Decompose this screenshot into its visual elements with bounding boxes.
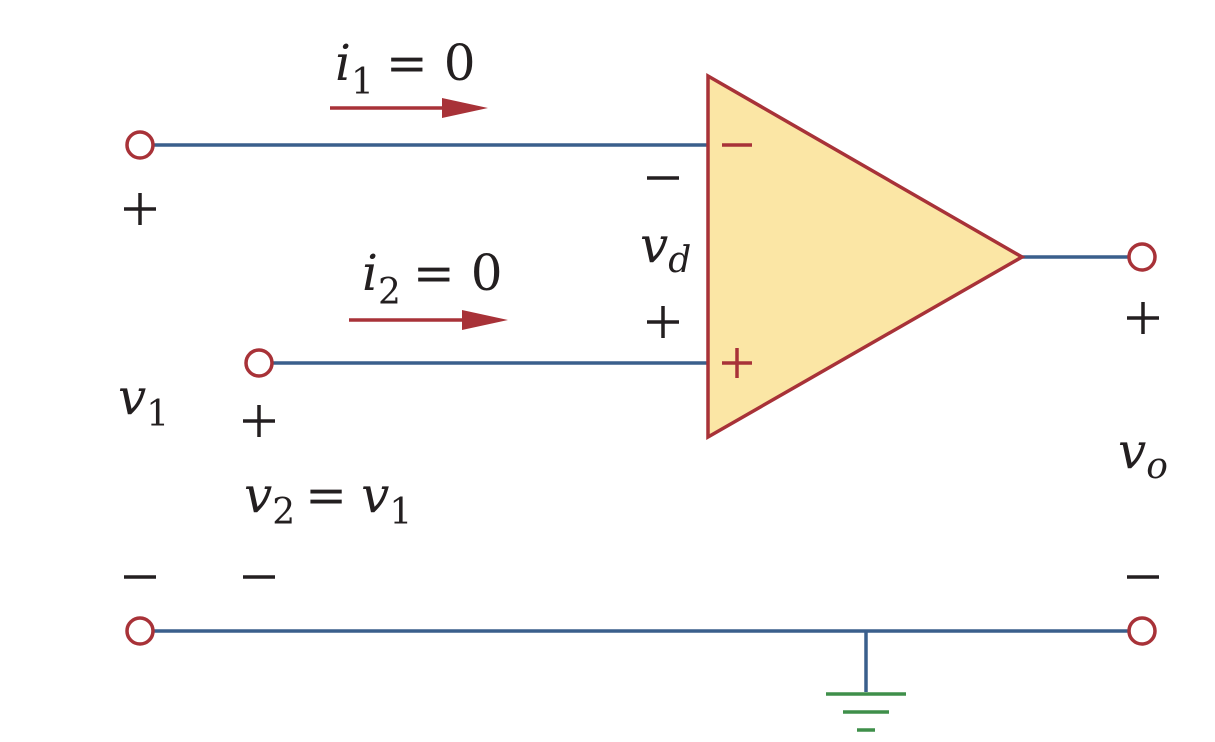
terminal-v1-top bbox=[125, 130, 155, 160]
label-vd: vd bbox=[640, 216, 691, 281]
terminal-vo-top bbox=[1127, 242, 1157, 272]
label-i2: i2 = 0 bbox=[362, 244, 503, 313]
label-i1: i1 = 0 bbox=[335, 34, 476, 103]
terminal-v1-bottom bbox=[125, 616, 155, 646]
op-amp-noninverting-plus bbox=[722, 348, 752, 378]
terminal-vo-bottom bbox=[1127, 616, 1157, 646]
polarity-signs bbox=[124, 176, 1159, 579]
v1-plus-sign bbox=[124, 193, 156, 225]
wires bbox=[154, 143, 1128, 692]
op-amp-triangle bbox=[706, 72, 1026, 441]
arrow-i2-icon bbox=[349, 310, 508, 330]
v2-plus-sign bbox=[243, 405, 275, 437]
vo-plus-sign bbox=[1127, 302, 1159, 334]
arrow-i1-icon bbox=[330, 98, 488, 118]
terminals bbox=[125, 130, 1157, 646]
label-v1: v1 bbox=[118, 368, 169, 435]
ground-icon bbox=[826, 692, 906, 732]
vd-plus-sign bbox=[647, 306, 679, 338]
label-vo: vo bbox=[1118, 422, 1168, 487]
label-v2-equals-v1: v2 = v1 bbox=[244, 466, 412, 533]
terminal-v2-top bbox=[244, 348, 274, 378]
